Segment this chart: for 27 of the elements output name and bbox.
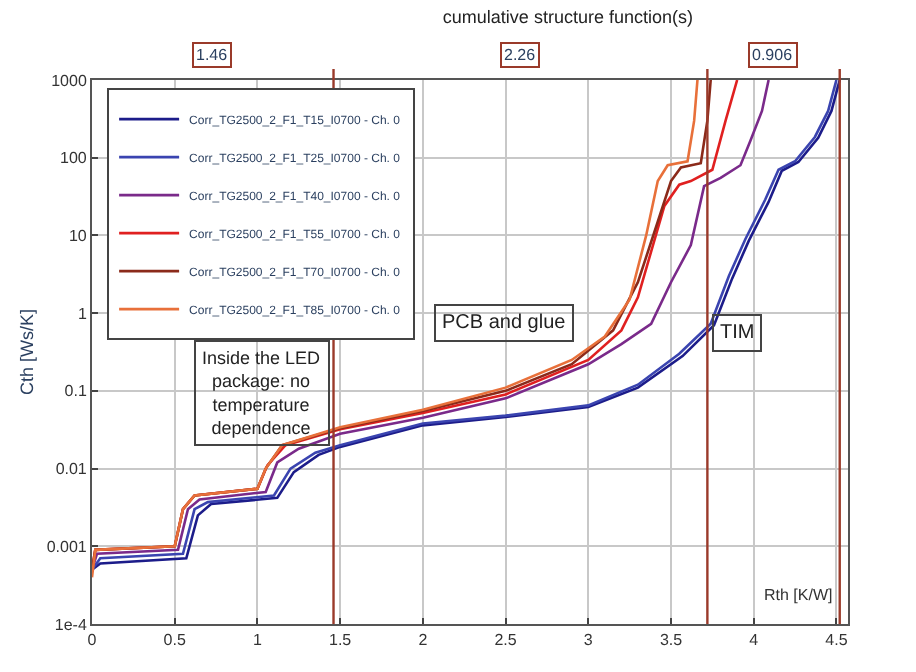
y-tick-label: 1e-4 xyxy=(54,615,88,634)
text: 1.46 xyxy=(196,46,229,64)
x-tick-label: 1 xyxy=(252,631,263,650)
x-tick-label: 0.5 xyxy=(163,631,187,650)
y-tick-label: 0.01 xyxy=(55,460,88,479)
y-tick-label: 0.001 xyxy=(46,537,88,556)
y-tick-label: 10 xyxy=(68,227,88,246)
annotation: PCB and glue xyxy=(442,312,567,334)
annotation: Inside the LED package: no temperature dependence xyxy=(202,348,322,439)
x-tick-label: 3 xyxy=(583,631,594,650)
chart-title: cumulative structure function(s) xyxy=(442,6,693,27)
x-axis-title: Rth [K/W] xyxy=(764,586,833,604)
x-tick-label: 0 xyxy=(87,631,98,650)
y-tick-label: 100 xyxy=(60,149,88,168)
y-tick-label: 1 xyxy=(77,304,88,323)
x-tick-label: 4 xyxy=(749,631,760,650)
x-tick-label: 2 xyxy=(418,631,429,650)
x-tick-label: 2.5 xyxy=(494,631,518,650)
x-tick-label: 1.5 xyxy=(329,631,353,650)
y-tick-label: 1000 xyxy=(51,71,88,90)
text: 0.906 xyxy=(752,46,794,64)
x-tick-label: 3.5 xyxy=(659,631,684,650)
y-axis-title: Cth [Ws/K] xyxy=(17,308,38,396)
text: 2.26 xyxy=(504,46,537,64)
y-tick-label: 0.1 xyxy=(64,382,88,401)
annotation: TIM xyxy=(720,322,755,344)
x-tick-label: 4.5 xyxy=(825,631,849,650)
